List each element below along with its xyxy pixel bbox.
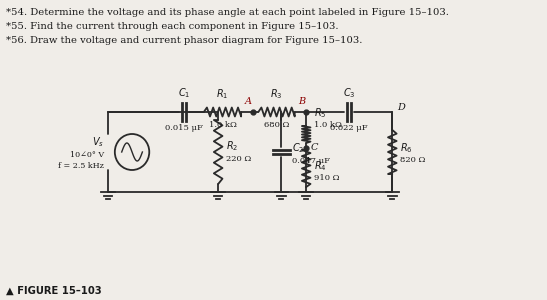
Text: $C_3$: $C_3$ [343, 86, 356, 100]
Text: 10∠0° V: 10∠0° V [70, 151, 104, 159]
Text: 220 Ω: 220 Ω [226, 155, 251, 163]
Text: $R_6$: $R_6$ [400, 141, 412, 155]
Text: $C_2$: $C_2$ [292, 141, 304, 155]
Text: $R_5$: $R_5$ [314, 106, 327, 120]
Text: 0.047 μF: 0.047 μF [292, 157, 330, 165]
Text: *55. Find the current through each component in Figure 15–103.: *55. Find the current through each compo… [5, 22, 338, 31]
Text: 680 Ω: 680 Ω [264, 121, 289, 129]
Text: $R_3$: $R_3$ [270, 87, 283, 101]
Text: B: B [298, 97, 305, 106]
Text: $R_4$: $R_4$ [314, 159, 327, 173]
Text: $C_1$: $C_1$ [178, 86, 190, 100]
Text: 910 Ω: 910 Ω [314, 174, 339, 182]
Text: $R_1$: $R_1$ [216, 87, 229, 101]
Text: $R_2$: $R_2$ [226, 139, 238, 153]
Text: f = 2.5 kHz: f = 2.5 kHz [59, 162, 104, 170]
Text: *54. Determine the voltage and its phase angle at each point labeled in Figure 1: *54. Determine the voltage and its phase… [5, 8, 449, 17]
Text: 0.015 μF: 0.015 μF [165, 124, 202, 132]
Text: 0.022 μF: 0.022 μF [330, 124, 368, 132]
Text: D: D [397, 103, 405, 112]
Text: 820 Ω: 820 Ω [400, 156, 426, 164]
Text: A: A [245, 97, 252, 106]
Text: C: C [311, 143, 318, 152]
Text: *56. Draw the voltage and current phasor diagram for Figure 15–103.: *56. Draw the voltage and current phasor… [5, 36, 362, 45]
Text: 1.0 kΩ: 1.0 kΩ [314, 121, 342, 129]
Text: ▲ FIGURE 15–103: ▲ FIGURE 15–103 [5, 286, 101, 296]
Text: 1.0 kΩ: 1.0 kΩ [208, 121, 236, 129]
Text: $V_s$: $V_s$ [92, 135, 104, 149]
